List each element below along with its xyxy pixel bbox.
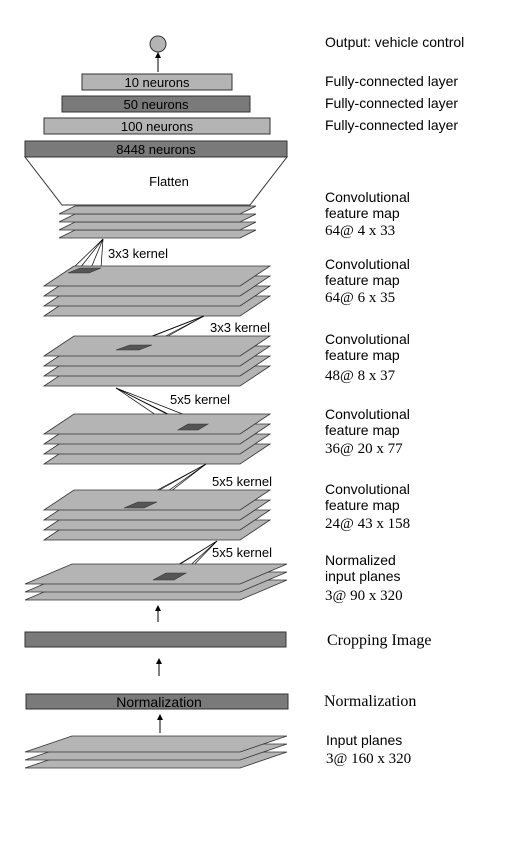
fc-label-10: Fully-connected layer — [325, 73, 458, 89]
fc-label-100: Fully-connected layer — [325, 117, 458, 133]
kernel-label-4: 5x5 kernel — [212, 474, 272, 489]
kernel-patch-2 — [115, 344, 153, 351]
conv-stack-24-43x158 — [42, 489, 272, 541]
fc-box-50-text: 50 neurons — [123, 97, 189, 112]
normalization-label: Normalization — [324, 693, 416, 710]
fc-box-10-text: 10 neurons — [124, 75, 190, 90]
conv5-label-line1: Convolutional — [325, 481, 410, 497]
fc-box-100-text: 100 neurons — [121, 119, 194, 134]
conv-stack-48-8x37 — [42, 335, 272, 387]
conv3-label-line3: 48@ 8 x 37 — [325, 368, 396, 384]
normalization-box — [25, 693, 289, 710]
input-planes-stack — [24, 735, 288, 769]
normalized-label-line2: input planes — [325, 568, 401, 584]
output-node — [149, 35, 167, 53]
cropping-label: Cropping Image — [327, 632, 431, 649]
input-label-line1: Input planes — [326, 732, 402, 748]
kernel-patch-5 — [152, 572, 188, 581]
conv3-label-line2: feature map — [325, 347, 400, 363]
flatten-label: Flatten — [149, 174, 189, 189]
conv2-label-line3: 64@ 6 x 35 — [325, 290, 395, 306]
arrowhead-norm-to-crop — [156, 658, 162, 664]
kernel-patch-4 — [123, 501, 158, 509]
conv5-label-line2: feature map — [325, 497, 400, 513]
conv-stack-36-20x77 — [42, 413, 272, 465]
conv2-label-line1: Convolutional — [325, 256, 410, 272]
flatten-trapezoid — [23, 156, 289, 206]
normalization-box-text: Normalization — [116, 694, 202, 710]
kernel-patch-3 — [176, 423, 210, 431]
conv3-label-line1: Convolutional — [325, 331, 410, 347]
conv-stack-64-4x33 — [58, 205, 257, 239]
input-label-line2: 3@ 160 x 320 — [326, 751, 411, 767]
fc-box-10 — [81, 73, 233, 91]
conv1-label-line2: feature map — [325, 205, 400, 221]
conv2-label-line2: feature map — [325, 272, 400, 288]
normalized-input-stack — [24, 563, 288, 601]
conv4-label-line1: Convolutional — [325, 406, 410, 422]
kernel-label-2: 3x3 kernel — [210, 320, 270, 335]
kernel-label-1: 3x3 kernel — [108, 246, 168, 261]
normalized-label-line3: 3@ 90 x 320 — [325, 588, 403, 604]
output-arrowhead — [155, 52, 161, 58]
arrowhead-crop-to-normalized — [155, 605, 161, 611]
conv5-label-line3: 24@ 43 x 158 — [325, 516, 410, 532]
conv-stack-64-6x35 — [42, 265, 272, 317]
output-label: Output: vehicle control — [325, 34, 464, 50]
conv4-label-line3: 36@ 20 x 77 — [325, 441, 403, 457]
conv4-label-line2: feature map — [325, 422, 400, 438]
conv1-label-line1: Convolutional — [325, 189, 410, 205]
fc-label-50: Fully-connected layer — [325, 95, 458, 111]
kernel-patch-1-source — [67, 267, 102, 274]
arrowhead-input-to-norm — [157, 714, 163, 720]
conv1-label-line3: 64@ 4 x 33 — [325, 223, 395, 239]
fc-box-8448-text: 8448 neurons — [116, 142, 196, 157]
fc-box-50 — [61, 95, 251, 113]
kernel-label-5: 5x5 kernel — [212, 545, 272, 560]
fc-box-100 — [43, 117, 271, 135]
cropping-box — [24, 631, 287, 648]
kernel-label-3: 5x5 kernel — [170, 392, 230, 407]
normalized-label-line1: Normalized — [325, 552, 396, 568]
